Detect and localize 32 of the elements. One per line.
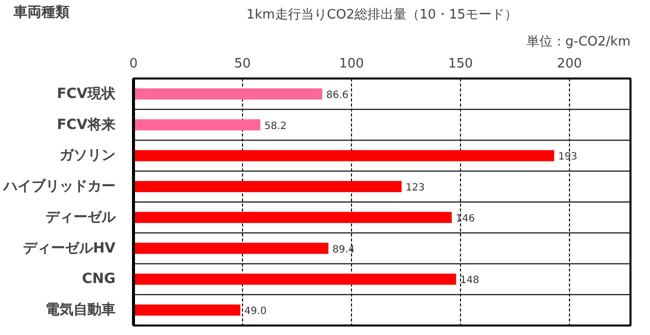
data-label: 49.0 [244,306,267,318]
y-tick-label: ディーゼルHV [22,240,116,256]
data-label: 148 [460,275,480,286]
bar [134,274,456,285]
bar [134,119,260,130]
data-label: 86.6 [326,90,349,101]
x-tick-label: 200 [557,56,582,72]
y-tick-label: ハイブリッドカー [2,178,116,195]
y-tick-label: ガソリン [60,148,116,164]
bar [134,88,322,100]
y-tick-label: 電気自動車 [46,302,116,318]
x-tick-label: 150 [448,56,473,72]
bar [134,150,554,162]
data-label: 58.2 [264,120,287,132]
bar [134,304,240,316]
data-label: 193 [558,152,578,163]
x-tick-label: 50 [234,56,251,72]
chart-subtitle: 単位：g-CO2/km [526,34,631,50]
y-axis-title: 車両種類 [12,4,70,20]
bar [134,181,402,192]
data-label: 123 [406,182,425,194]
bar [134,242,328,254]
bar [134,212,452,223]
x-tick-label: 100 [339,56,364,72]
data-label: 89.4 [332,244,355,256]
x-tick-label: 0 [129,56,138,72]
y-tick-label: FCV現状 [56,86,116,102]
data-label: 146 [456,213,475,224]
chart-title: 1km走行当りCO2総排出量（10・15モード） [246,8,518,22]
y-tick-label: ディーゼル [46,209,116,226]
y-tick-label: CNG [82,271,116,288]
y-tick-label: FCV将来 [56,116,116,133]
